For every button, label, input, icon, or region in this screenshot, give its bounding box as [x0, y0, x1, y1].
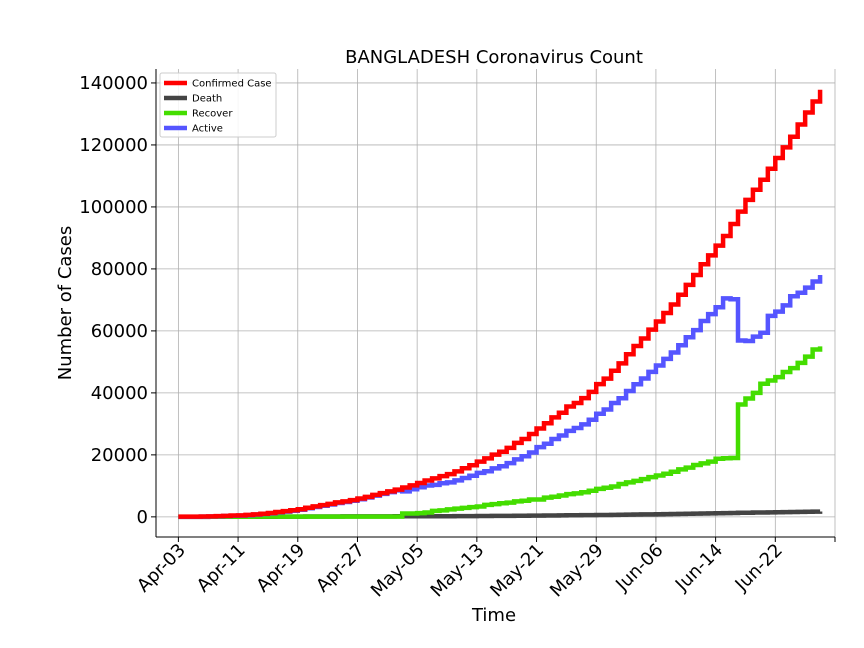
y-axis-label: Number of Cases: [55, 226, 76, 381]
legend-box: [159, 72, 277, 138]
y-tick-label: 60000: [91, 321, 148, 342]
axes: [155, 69, 835, 538]
y-tick-label: 0: [137, 507, 148, 528]
x-tick-label: Apr-03: [133, 540, 190, 597]
series-layer: [178, 89, 823, 520]
x-tick-label: May-05: [367, 540, 429, 602]
x-tick-label: May-29: [546, 540, 608, 602]
legend-label-active: Active: [192, 124, 223, 135]
legend-label-recover: Recover: [192, 109, 233, 120]
y-tick-label: 120000: [79, 135, 148, 156]
x-tick-label: May-21: [486, 540, 548, 602]
series-line-confirmed-case: [178, 89, 823, 519]
series-line-active: [178, 274, 823, 520]
x-tick-label: Jun-06: [611, 540, 667, 596]
ticks: Apr-03 Apr-11 Apr-19 Apr-27May-05May-13May-…: [79, 73, 836, 602]
series-line-recover: [178, 346, 823, 520]
legend-label-death: Death: [192, 94, 222, 105]
x-tick-label: Apr-27: [312, 540, 369, 597]
x-tick-label: Jun-14: [671, 540, 727, 596]
x-tick-label: Apr-19: [252, 540, 309, 597]
legend: Confirmed Case Death Recover Active: [159, 72, 277, 138]
x-tick-label: Jun-22: [731, 540, 787, 596]
y-tick-label: 80000: [91, 259, 148, 280]
legend-label-confirmed-case: Confirmed Case: [192, 79, 272, 90]
x-axis-label: Time: [471, 605, 516, 626]
x-tick-label: May-13: [427, 540, 489, 602]
y-tick-label: 20000: [91, 445, 148, 466]
x-tick-label: Apr-11: [193, 540, 250, 597]
y-tick-label: 100000: [79, 197, 148, 218]
y-tick-label: 40000: [91, 383, 148, 404]
y-tick-label: 140000: [79, 73, 148, 94]
chart-title: BANGLADESH Coronavirus Count: [345, 47, 643, 68]
